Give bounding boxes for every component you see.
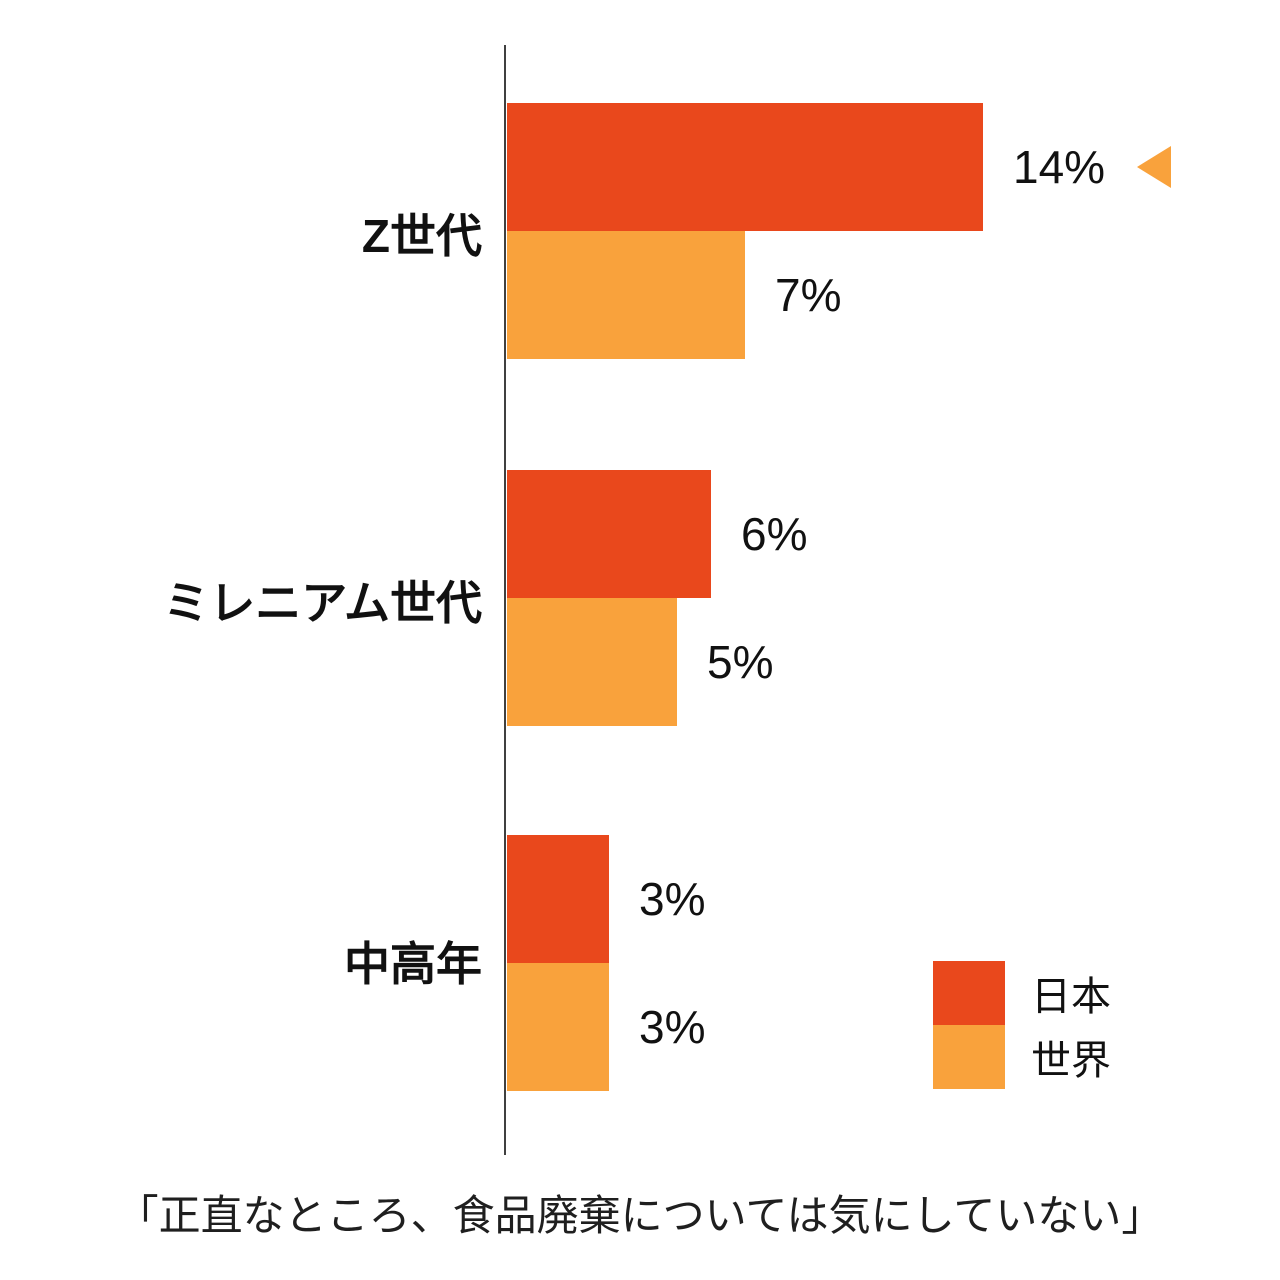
bar-world-millennials (507, 598, 677, 726)
legend: 日本 世界 (933, 961, 1111, 1089)
value-label-world-older: 3% (639, 1001, 706, 1053)
bar-world-genz (507, 231, 745, 359)
legend-swatch-world (933, 1025, 1005, 1089)
bar-group-older: 3% 3% (507, 835, 1280, 1091)
bar-row-japan-older: 3% (507, 835, 1280, 963)
bar-group-genz: 14% 7% (507, 103, 1280, 359)
bar-row-world-genz: 7% (507, 231, 1280, 359)
bar-row-world-millennials: 5% (507, 598, 1280, 726)
value-label-japan-older: 3% (639, 873, 706, 925)
legend-label-world: 世界 (1031, 1039, 1111, 1083)
legend-swatch-japan (933, 961, 1005, 1025)
value-label-japan-millennials: 6% (741, 508, 808, 560)
legend-label-japan: 日本 (1031, 975, 1111, 1019)
category-label-genz: Z世代 (361, 210, 482, 262)
legend-row-japan: 日本 (933, 961, 1111, 1025)
bar-world-older (507, 963, 609, 1091)
value-label-world-genz: 7% (775, 269, 842, 321)
bar-row-world-older: 3% (507, 963, 1280, 1091)
bar-japan-older (507, 835, 609, 963)
value-label-world-millennials: 5% (707, 636, 774, 688)
category-label-older: 中高年 (344, 938, 482, 990)
bar-row-japan-millennials: 6% (507, 470, 1280, 598)
highlight-triangle-icon (1137, 146, 1172, 188)
value-label-japan-genz: 14% (1013, 141, 1106, 193)
bar-japan-genz (507, 103, 983, 231)
chart-caption: 「正直なところ、食品廃棄については気にしていない」 (116, 1192, 1164, 1239)
category-label-millennials: ミレニアム世代 (163, 577, 482, 629)
bar-row-japan-genz: 14% (507, 103, 1280, 231)
legend-row-world: 世界 (933, 1025, 1111, 1089)
bar-group-millennials: 6% 5% (507, 470, 1280, 726)
bar-japan-millennials (507, 470, 711, 598)
y-axis-line (504, 45, 506, 1155)
